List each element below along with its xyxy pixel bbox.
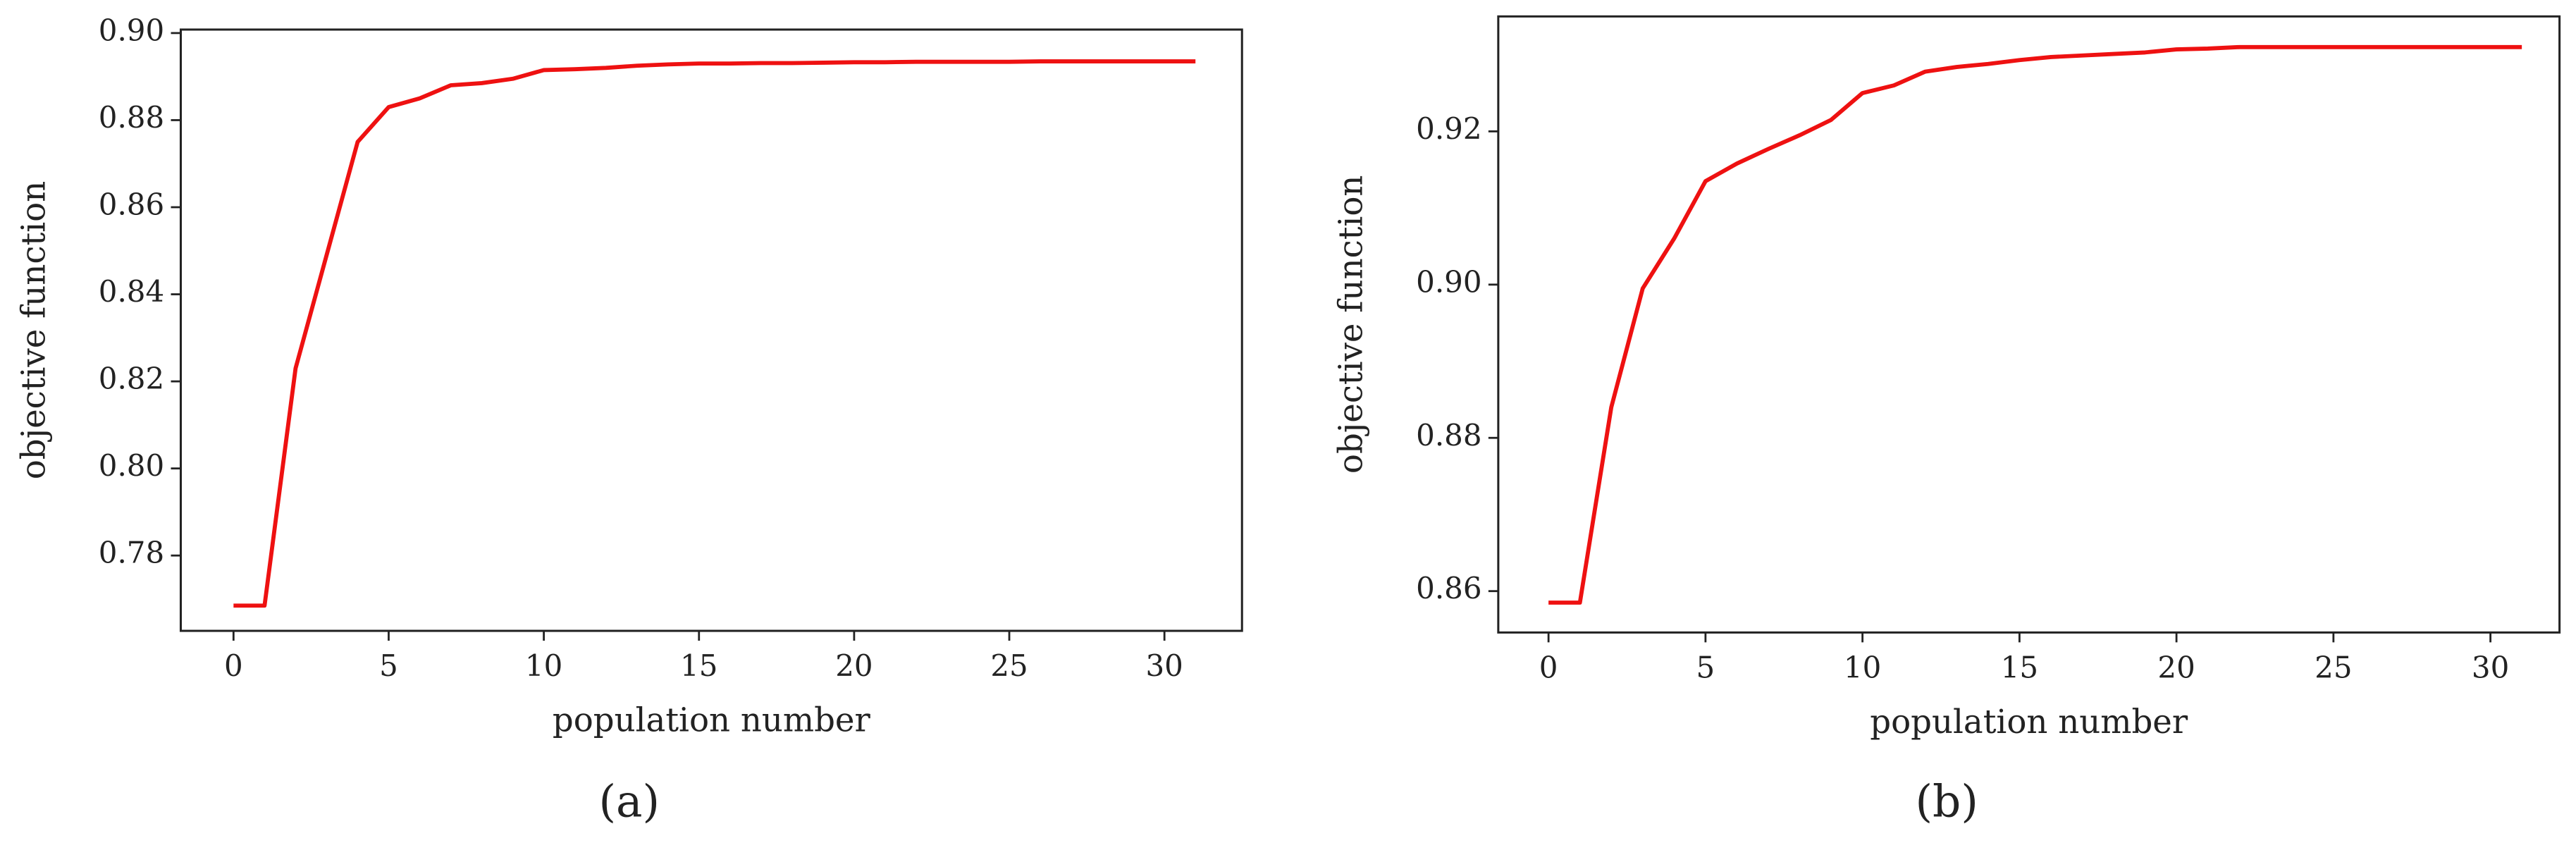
y-tick-label: 0.86 (99, 187, 164, 221)
x-axis-label: population number (1870, 703, 2188, 741)
x-tick-label: 10 (525, 648, 562, 683)
x-tick-label: 5 (379, 648, 398, 683)
y-tick-label: 0.86 (1416, 571, 1481, 605)
data-line (1548, 44, 2522, 605)
x-tick-label: 25 (990, 648, 1028, 683)
y-tick-label: 0.82 (99, 362, 164, 396)
x-tick-label: 20 (835, 648, 873, 683)
y-tick-label: 0.90 (99, 13, 164, 47)
x-tick-label: 20 (2157, 651, 2195, 685)
y-axis-label: objective function (1332, 175, 1370, 474)
y-tick-label: 0.92 (1416, 111, 1481, 146)
x-tick-label: 10 (1844, 651, 1881, 685)
y-tick-label: 0.80 (99, 448, 164, 483)
x-tick-label: 15 (2001, 651, 2038, 685)
x-tick-label: 15 (680, 648, 717, 683)
plot-frame (1497, 15, 2561, 634)
y-tick-label: 0.84 (99, 274, 164, 309)
x-tick-label: 0 (224, 648, 243, 683)
caption: (b) (1915, 776, 1978, 827)
plot-frame (179, 28, 1243, 632)
x-tick-label: 5 (1696, 651, 1715, 685)
x-axis-label: population number (553, 701, 871, 739)
x-tick-label: 30 (1145, 648, 1183, 683)
caption: (a) (599, 776, 660, 827)
y-tick-label: 0.88 (99, 100, 164, 135)
data-line (233, 59, 1196, 608)
x-tick-label: 25 (2315, 651, 2352, 685)
y-tick-label: 0.88 (1416, 418, 1481, 452)
x-tick-label: 30 (2472, 651, 2509, 685)
x-tick-label: 0 (1539, 651, 1558, 685)
y-tick-label: 0.78 (99, 536, 164, 570)
y-tick-label: 0.90 (1416, 264, 1481, 299)
y-axis-label: objective function (14, 181, 52, 480)
